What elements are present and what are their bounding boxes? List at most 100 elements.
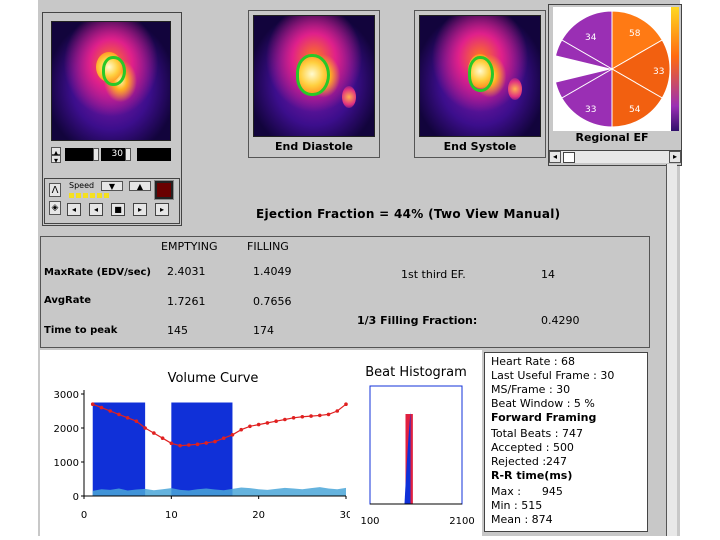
background-volume-area — [92, 487, 346, 496]
volume-curve-point — [90, 402, 95, 406]
ejection-fraction-text: Ejection Fraction = 44% (Two View Manual… — [256, 207, 561, 221]
volume-curve-point — [300, 414, 305, 419]
scroll-left-arrow[interactable]: ◂ — [549, 151, 561, 163]
histogram-x-max-label: 2100 — [449, 516, 474, 527]
volume-curve-x-tick-label: 30 — [340, 510, 350, 521]
regional-ef-label: Regional EF — [575, 131, 649, 144]
histogram-frame — [369, 385, 463, 505]
emptying-header: EMPTYING — [161, 240, 218, 253]
ef-seg-5-value: 33 — [585, 105, 597, 115]
volume-curve-x-tick-label: 20 — [252, 510, 265, 521]
prev-frame-button[interactable]: ◂ — [89, 203, 103, 216]
last-frame-button[interactable]: ▸ — [155, 203, 169, 216]
stop-button[interactable]: ■ — [111, 203, 125, 216]
volume-curve-y-tick-label: 2000 — [54, 424, 79, 435]
volume-curve-point — [274, 419, 278, 423]
volume-curve-point — [265, 421, 270, 425]
time-to-peak-filling: 174 — [253, 324, 274, 337]
volume-curve-point — [318, 413, 322, 418]
avgrate-emptying: 1.7261 — [167, 295, 206, 308]
volume-curve-band-2 — [171, 402, 233, 496]
frame-current-field[interactable]: 30 — [101, 148, 125, 161]
volume-curve-line — [90, 402, 348, 448]
volume-curve-point — [256, 422, 261, 427]
frame-start-field[interactable] — [65, 148, 93, 161]
ms-per-frame: MS/Frame : 30 — [491, 383, 571, 396]
pen-tool-icon[interactable]: Λ — [49, 183, 61, 197]
rr-max: Max : 945 — [491, 485, 563, 498]
volume-curve-point — [239, 427, 243, 432]
speed-down-button[interactable]: ▼ — [101, 181, 123, 191]
volume-curve-point — [99, 405, 104, 410]
stats-panel: Heart Rate : 68 Last Useful Frame : 30 M… — [484, 352, 648, 532]
ef-wedge-1 — [561, 10, 613, 70]
frame-up-arrow[interactable]: ▴ — [51, 147, 61, 157]
beat-histogram-title: Beat Histogram — [365, 365, 467, 380]
volume-curve-point — [213, 439, 217, 444]
beat-histogram-plot: 100 2100 — [360, 385, 475, 527]
record-button[interactable] — [154, 180, 174, 200]
ef-seg-4-value: 33 — [653, 67, 665, 77]
volume-curve-point — [134, 419, 139, 423]
volume-curve-y-tick-label: 1000 — [54, 458, 79, 469]
end-diastole-label: End Diastole — [275, 140, 353, 153]
volume-curve-band-1 — [92, 402, 146, 496]
histogram-x-min-label: 100 — [360, 516, 379, 527]
regional-ef-window: 34 58 -2 33 33 54 Regional EF ◂ ▸ — [548, 4, 682, 166]
volume-curve-point — [117, 412, 121, 417]
volume-curve-point — [125, 416, 130, 420]
metrics-panel: EMPTYING FILLING MaxRate (EDV/sec) 2.403… — [40, 236, 650, 348]
volume-curve-point — [326, 412, 331, 417]
histogram-peak — [404, 412, 411, 504]
volume-curve-point — [291, 416, 296, 420]
frame-current-spinner[interactable] — [125, 148, 131, 161]
volume-curve-point — [248, 424, 252, 429]
first-frame-button[interactable]: ◂ — [67, 203, 81, 216]
volume-curve-y-tick-label: 0 — [73, 492, 79, 503]
volume-curve-point — [283, 417, 287, 422]
rr-min: Min : 515 — [491, 499, 543, 512]
volume-curve-point — [344, 402, 348, 406]
regional-ef-wedges — [553, 10, 671, 128]
maxrate-emptying: 2.4031 — [167, 265, 206, 278]
frame-end-field[interactable] — [137, 148, 171, 161]
ef-seg-1-value: 34 — [585, 33, 597, 43]
scroll-right-arrow[interactable]: ▸ — [669, 151, 681, 163]
first-third-ef-value: 14 — [541, 268, 555, 281]
volume-curve-point — [195, 442, 200, 447]
speed-up-button[interactable]: ▲ — [129, 181, 151, 191]
volume-curve-y-tick-label: 3000 — [54, 390, 79, 401]
vertical-scrollbar[interactable] — [666, 164, 677, 536]
end-systole-roi — [468, 56, 494, 92]
ef-wedge-notch — [554, 55, 612, 83]
heart-rate: Heart Rate : 68 — [491, 355, 576, 368]
end-systole-image — [419, 15, 541, 137]
volume-curve-point — [335, 409, 340, 413]
volume-curve-point — [169, 441, 174, 446]
filling-fraction-label: 1/3 Filling Fraction: — [357, 314, 478, 327]
playback-controls: Λ ◈ Speed ▼ ▲ ◂ ◂ ■ ▸ ▸ — [44, 178, 180, 224]
maxrate-label: MaxRate (EDV/sec) — [44, 267, 151, 278]
ef-seg-2-value: 58 — [629, 29, 641, 39]
end-diastole-image — [253, 15, 375, 137]
app-window: ▴ ▾ 30 Λ ◈ Speed ▼ ▲ ◂ ◂ ■ ▸ ▸ End Diast… — [38, 0, 682, 536]
horizontal-scrollbar[interactable]: ◂ ▸ — [549, 150, 681, 163]
volume-curve-point — [178, 443, 182, 448]
ef-wedge-5 — [561, 68, 613, 128]
volume-curve-point — [309, 414, 313, 418]
next-frame-button[interactable]: ▸ — [133, 203, 147, 216]
time-to-peak-emptying: 145 — [167, 324, 188, 337]
rr-time-header: R-R time(ms) — [491, 469, 573, 482]
rr-mean: Mean : 874 — [491, 513, 553, 526]
roi-outline — [102, 56, 126, 86]
end-diastole-roi — [296, 54, 330, 96]
first-third-ef-label: 1st third EF. — [401, 268, 466, 281]
end-systole-label: End Systole — [443, 140, 517, 153]
end-diastole-panel: End Diastole — [248, 10, 380, 158]
time-to-peak-label: Time to peak — [44, 325, 118, 336]
scroll-thumb[interactable] — [563, 152, 575, 163]
frame-down-arrow[interactable]: ▾ — [51, 155, 61, 165]
filling-fraction-value: 0.4290 — [541, 314, 580, 327]
frame-start-spinner[interactable] — [93, 148, 99, 161]
settings-tool-icon[interactable]: ◈ — [49, 201, 61, 215]
